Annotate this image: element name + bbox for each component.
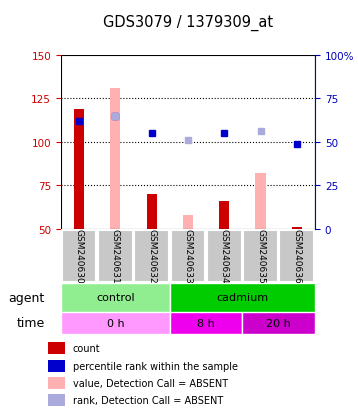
FancyBboxPatch shape (61, 283, 170, 312)
Text: 20 h: 20 h (266, 318, 291, 328)
FancyBboxPatch shape (62, 230, 96, 282)
Text: control: control (96, 292, 135, 302)
FancyBboxPatch shape (242, 312, 315, 335)
Text: time: time (16, 317, 44, 330)
Text: GSM240632: GSM240632 (147, 229, 156, 283)
FancyBboxPatch shape (170, 283, 315, 312)
Bar (61, 56, 315, 229)
FancyBboxPatch shape (98, 230, 133, 282)
Bar (48, 394, 65, 406)
Text: GSM240630: GSM240630 (74, 229, 83, 283)
Bar (183, 215, 193, 229)
Bar (48, 377, 65, 389)
FancyBboxPatch shape (280, 230, 314, 282)
Bar (292, 228, 302, 229)
FancyBboxPatch shape (170, 230, 205, 282)
Text: 0 h: 0 h (107, 318, 124, 328)
Text: GSM240633: GSM240633 (183, 229, 193, 283)
Text: GSM240631: GSM240631 (111, 229, 120, 283)
FancyBboxPatch shape (243, 230, 278, 282)
FancyBboxPatch shape (207, 230, 242, 282)
Text: 8 h: 8 h (197, 318, 215, 328)
Text: agent: agent (8, 291, 44, 304)
Text: GSM240635: GSM240635 (256, 229, 265, 283)
Text: GSM240634: GSM240634 (220, 229, 229, 283)
Text: GDS3079 / 1379309_at: GDS3079 / 1379309_at (103, 14, 273, 31)
Text: GSM240636: GSM240636 (292, 229, 301, 283)
Bar (110, 89, 120, 229)
Bar (256, 174, 266, 229)
Text: value, Detection Call = ABSENT: value, Detection Call = ABSENT (73, 378, 228, 388)
Bar (48, 342, 65, 354)
FancyBboxPatch shape (170, 312, 242, 335)
FancyBboxPatch shape (134, 230, 169, 282)
FancyBboxPatch shape (61, 312, 170, 335)
Text: count: count (73, 343, 101, 353)
Text: rank, Detection Call = ABSENT: rank, Detection Call = ABSENT (73, 395, 223, 405)
Bar (74, 109, 84, 229)
Text: percentile rank within the sample: percentile rank within the sample (73, 361, 238, 371)
Bar (219, 202, 229, 229)
Bar (146, 195, 157, 229)
Bar (48, 360, 65, 372)
Text: cadmium: cadmium (216, 292, 268, 302)
